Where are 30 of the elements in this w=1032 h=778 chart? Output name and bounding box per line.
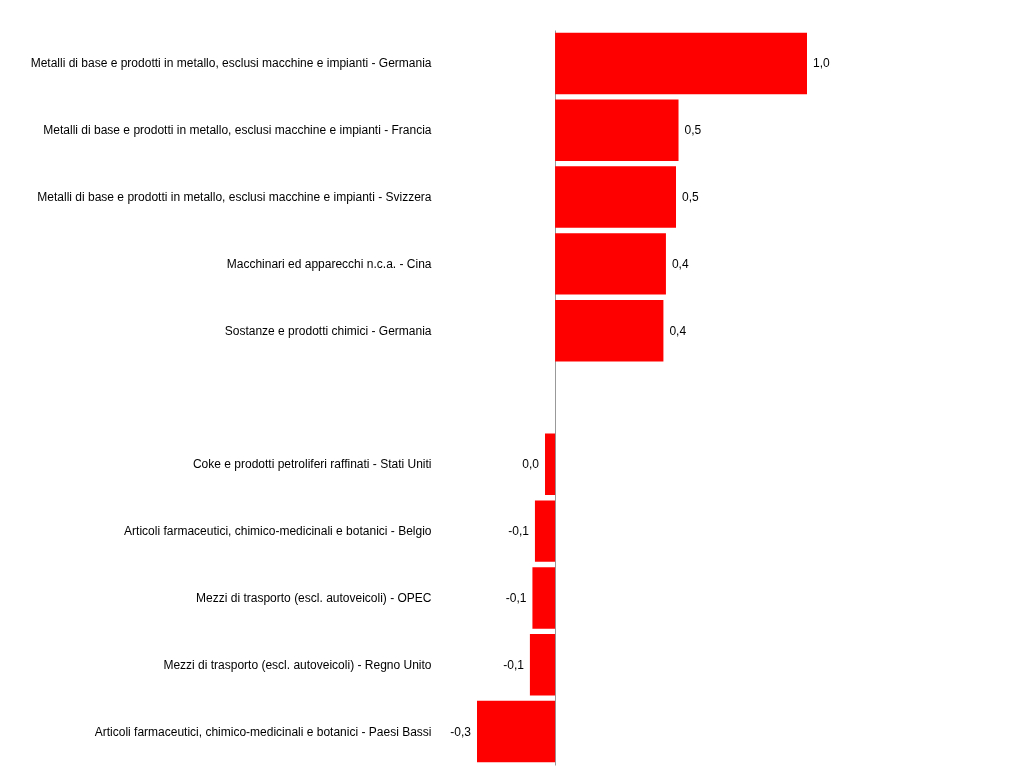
data-label: 0,4 [671, 256, 689, 271]
y-tick-label: Articoli farmaceutici, chimico-medicinali e botanici - Paesi Bassi [94, 724, 432, 739]
bar [555, 99, 679, 161]
y-tick-label: Macchinari ed apparecchi n.c.a. - Cina [226, 256, 432, 271]
bar [534, 500, 556, 562]
data-label: -0,1 [505, 590, 527, 605]
y-tick-label: Articoli farmaceutici, chimico-medicinali e botanici - Belgio [124, 524, 432, 539]
bar [555, 166, 677, 228]
y-tick-label: Mezzi di trasporto (escl. autoveicoli) - OPEC [196, 590, 432, 605]
y-tick-label: Sostanze e prodotti chimici - Germania [224, 323, 432, 338]
bar [555, 32, 807, 95]
data-label: -0,3 [450, 724, 472, 739]
y-tick-label: Coke e prodotti petroliferi raffinati - Stati Uniti [192, 457, 432, 472]
data-label: -0,1 [508, 524, 530, 539]
y-tick-label: Metalli di base e prodotti in metallo, esclusi macchine e impianti - Francia [43, 123, 432, 138]
bar [555, 233, 666, 295]
data-label: -0,1 [503, 657, 525, 672]
y-tick-label: Metalli di base e prodotti in metallo, esclusi macchine e impianti - Svizzera [37, 190, 432, 205]
data-label: 0,5 [682, 190, 700, 205]
data-label: 0,4 [669, 323, 687, 338]
data-label: 1,0 [813, 56, 831, 71]
data-label: 0,5 [684, 123, 702, 138]
data-label: 0,0 [522, 457, 540, 472]
y-tick-label: Mezzi di trasporto (escl. autoveicoli) - Regno Unito [163, 657, 432, 672]
bar [555, 299, 664, 362]
bar [545, 433, 556, 496]
bar [477, 700, 556, 763]
bar [532, 567, 556, 629]
bar [529, 634, 556, 696]
y-tick-label: Metalli di base e prodotti in metallo, esclusi macchine e impianti - Germania [30, 56, 432, 71]
